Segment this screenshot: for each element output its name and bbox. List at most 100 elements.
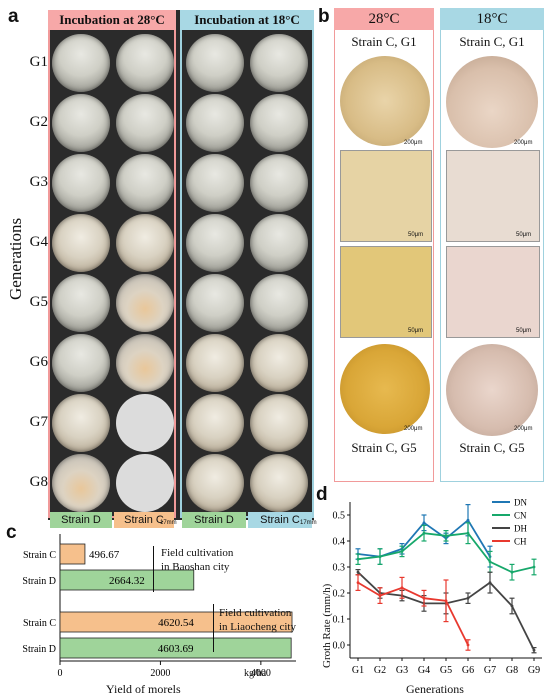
b-scale-z2: 50μm [516,232,532,238]
dish-g8-c18 [250,454,308,512]
dish-g6-d18 [186,334,244,392]
dish-g8-d18 [186,454,244,512]
gen-label-g8: G8 [29,474,48,490]
micro-circle-18-g5 [446,344,538,436]
gen-label-g6: G6 [29,354,48,370]
dish-g5-d28 [52,274,110,332]
d-point-CN-1 [378,555,382,558]
c-category-0: Strain C [23,550,56,561]
dish-g7-c18 [250,394,308,452]
micro-zoom-28-g5 [340,246,432,338]
strain-tag-d-28: Strain D [50,512,112,528]
d-point-CN-8 [532,565,536,569]
dish-g8-c28-empty [116,454,174,512]
d-series-CH [355,574,471,651]
chart-d-axes: 0.0 0.1 0.2 0.3 0.4 0.5 G1 G2 G3 G4 G5 G6 G7 G8 G9 [333,502,542,676]
c-category-3: Strain D [22,644,56,655]
micro-zoom-18-g5 [446,246,540,338]
d-point-CN-6 [488,560,492,564]
d-ytick-label-2: 0.2 [333,589,346,600]
d-point-CH-3 [422,596,426,600]
micro-circle-28-g1 [340,56,430,146]
dish-g1-c28 [116,34,174,92]
d-point-CN-3 [422,531,426,535]
b-caption-top-right: Strain C, G1 [459,34,525,49]
d-xtick-label-0: G1 [352,665,364,676]
d-xtick-label-8: G9 [528,665,540,676]
dish-g4-c18 [250,214,308,272]
d-xtick-label-4: G5 [440,665,452,676]
gen-label-g1: G1 [29,54,48,70]
dish-g6-d28 [52,334,110,392]
c-bar-3 [59,637,292,659]
d-xtick-label-7: G8 [506,665,518,676]
b-caption-bottom-left: Strain C, G5 [351,440,417,455]
dish-g6-c18 [250,334,308,392]
b-caption-top-left: Strain C, G1 [351,34,417,49]
c-bracket-1 [153,546,154,592]
b-scale-bottom-left: 200μm [404,426,423,432]
dish-g2-c28 [116,94,174,152]
d-point-CH-4 [444,599,448,603]
d-point-CH-1 [378,594,382,597]
chart-c-labels: Strain C 496.67 Strain D 2664.32 Strain C 462… [22,549,194,655]
chart-c-bars [59,543,293,659]
d-ytick-label-5: 0.5 [333,511,346,522]
d-point-DH-7 [510,604,514,608]
c-note-2-line2: in Liaocheng city [219,621,296,633]
scale-bar-a-right: 17mm [300,520,317,526]
incubation-18-header: Incubation at 18°C [180,10,314,30]
scale-bar-a-left: 17mm [160,520,177,526]
d-line-CH [357,581,469,646]
incubation-28-header: Incubation at 28°C [48,10,176,30]
d-series-CN [355,522,537,581]
c-value-label-2: 4620.54 [158,617,194,629]
d-ytick-label-0: 0.0 [333,641,346,652]
c-bracket-2 [213,604,214,652]
d-point-CN-0 [356,557,360,561]
micro-circle-28-g5 [340,344,430,434]
b-28-header: 28°C [334,8,434,30]
c-xtick-label-1: 2000 [150,668,170,679]
dish-g3-c28 [116,154,174,212]
d-ytick-label-4: 0.4 [333,537,346,548]
micro-zoom-18-g1 [446,150,540,242]
b-18-header: 18°C [440,8,544,30]
dish-g1-d18 [186,34,244,92]
d-point-DH-6 [488,581,492,584]
strain-tag-d-18: Strain D [182,512,246,528]
gen-label-g7: G7 [29,414,48,430]
d-xtick-label-1: G2 [374,665,386,676]
panel-a-gen-labels: G1 G2 G3 G4 G5 G6 G7 G8 [14,30,54,510]
strain-tag-c-28: Strain C [114,512,174,528]
panel-d-letter: d [316,484,328,505]
chart-d-legend: DN CN DH CH [492,498,527,547]
d-point-DH-5 [466,596,470,600]
d-point-CN-7 [510,570,514,574]
micro-circle-18-g1 [446,56,538,148]
dish-g4-d18 [186,214,244,272]
d-ytick-label-1: 0.1 [333,615,346,626]
c-value-label-1: 2664.32 [109,575,145,587]
b-scale-z4: 50μm [516,328,532,334]
d-xtick-label-3: G4 [418,665,430,676]
d-xtick-label-2: G3 [396,665,408,676]
panel-a-letter: a [8,6,19,27]
dish-g1-c18 [250,34,308,92]
d-xtick-label-6: G7 [484,665,496,676]
dish-g5-c28 [116,274,174,332]
c-bar-1 [59,569,195,591]
chart-d-svg: 0.0 0.1 0.2 0.3 0.4 0.5 G1 G2 G3 G4 G5 G6 G7 G8 G9 DN C… [333,498,542,676]
dish-g5-d18 [186,274,244,332]
d-point-CN-5 [466,531,470,535]
c-note-2-line1: Field cultivation [219,607,292,619]
dish-g2-c18 [250,94,308,152]
dish-g2-d28 [52,94,110,152]
d-legend-label-DN: DN [514,498,527,508]
c-bar-2 [59,611,293,633]
dish-g7-c28-empty [116,394,174,452]
dish-g8-d28 [52,454,110,512]
micro-zoom-28-g1 [340,150,432,242]
dish-g4-d28 [52,214,110,272]
